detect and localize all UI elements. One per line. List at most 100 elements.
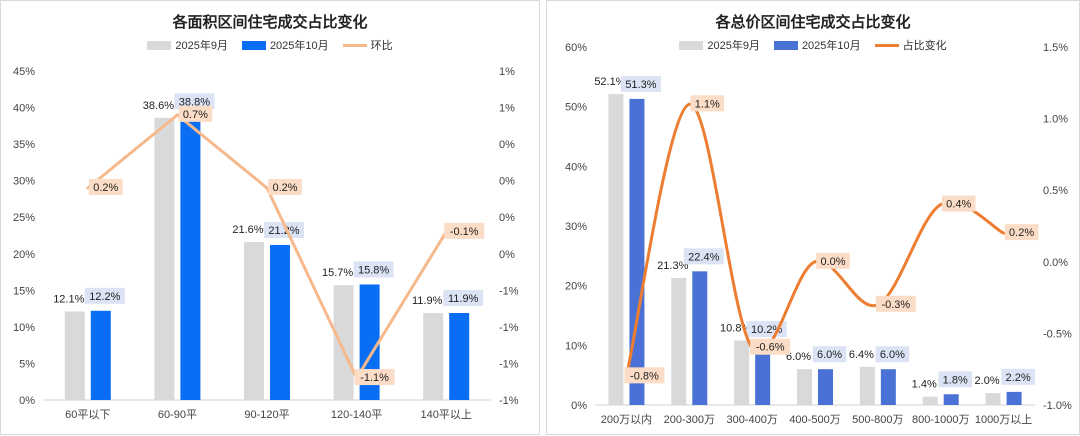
- x-tick-label: 1000万以上: [975, 413, 1032, 426]
- data-label-line: 1.1%: [695, 98, 720, 110]
- y-tick-left: 30%: [13, 176, 35, 188]
- y-tick-right: -1.0%: [1043, 400, 1072, 412]
- data-label-line-bg: [816, 252, 850, 269]
- line-point: [1002, 231, 1006, 235]
- y-tick-left: 40%: [565, 161, 587, 173]
- y-tick-left: 45%: [13, 66, 35, 78]
- y-tick-left: 40%: [13, 103, 35, 115]
- x-tick-label: 90-120平: [244, 409, 289, 421]
- y-tick-left: 60%: [565, 42, 587, 54]
- data-label-sep: 6.0%: [786, 351, 811, 363]
- data-label-sep: 1.4%: [912, 379, 937, 391]
- bar-oct: [1006, 391, 1022, 405]
- data-label-line: -0.8%: [630, 370, 659, 382]
- legend-swatch-gray: [147, 40, 172, 50]
- data-label-oct-bg: [84, 287, 125, 304]
- price-chart-svg: 0% 10% 20% 30% 40% 50% 60% -1.0% -0.5% 0.0% 0.5% 1.…: [565, 42, 1072, 426]
- legend: 2025年9月 2025年10月 环比: [1, 37, 539, 53]
- bar-oct: [629, 98, 645, 405]
- data-label-oct-bg: [1001, 368, 1035, 385]
- data-label-oct-bg: [938, 371, 973, 388]
- data-label-oct-bg: [353, 261, 394, 278]
- y-tick-left: 5%: [19, 358, 35, 370]
- y-tick-right: 0%: [499, 176, 515, 188]
- line-point: [939, 203, 943, 207]
- data-label-line: 0.2%: [1009, 227, 1034, 239]
- legend-swatch-line: [342, 43, 367, 47]
- data-label-oct-bg: [620, 75, 661, 92]
- legend-item-sep: 2025年9月: [147, 37, 228, 53]
- bar-sep: [154, 117, 175, 401]
- data-label-sep: 21.3%: [657, 260, 688, 272]
- series-line: [86, 113, 448, 380]
- y-tick-left: 20%: [13, 249, 35, 261]
- bar-sep: [333, 285, 354, 400]
- area-chart-svg: 0% 5% 10% 15% 20% 25% 30% 35% 40% 45% -1% -1% -1% -1%…: [13, 66, 519, 421]
- data-label-oct: 12.2%: [89, 291, 120, 303]
- data-label-line: 0.2%: [93, 182, 118, 194]
- bar-sep: [608, 94, 624, 406]
- data-label-sep: 2.0%: [975, 375, 1000, 387]
- bar-oct: [818, 369, 833, 405]
- bar-oct: [180, 116, 201, 400]
- y-tick-left: 15%: [13, 285, 35, 297]
- series-line: [624, 102, 1005, 377]
- bar-sep: [671, 277, 687, 405]
- legend-label: 占比变化: [902, 40, 947, 52]
- bar-sep: [244, 242, 264, 400]
- line-point: [175, 113, 179, 117]
- data-label-line-bg: [444, 222, 485, 239]
- y-tick-left: 50%: [565, 102, 587, 114]
- data-label-line: 0.4%: [946, 199, 971, 211]
- line-point: [265, 186, 269, 190]
- data-label-oct: 15.8%: [358, 264, 389, 276]
- legend-label: 2025年9月: [707, 40, 760, 52]
- data-label-oct-bg: [683, 248, 724, 265]
- price-chart-panel: 各总价区间住宅成交占比变化 2025年9月 2025年10月 占比变化 0% 10…: [546, 0, 1080, 435]
- legend-label: 2025年9月: [175, 40, 228, 52]
- y-tick-left: 35%: [13, 139, 35, 151]
- line-point: [687, 102, 691, 106]
- x-tick-label: 500-800万: [852, 414, 903, 426]
- legend-item-oct: 2025年10月: [241, 37, 329, 53]
- data-label-line: -1.1%: [360, 372, 389, 384]
- data-label-sep: 12.1%: [53, 294, 84, 306]
- x-tick-label: 400-500万: [789, 414, 840, 426]
- y-tick-right: -1%: [499, 395, 519, 407]
- bar-oct: [943, 394, 959, 405]
- y-tick-right: 0.0%: [1043, 257, 1068, 269]
- bar-sep: [734, 340, 750, 405]
- y-tick-left: 10%: [565, 340, 587, 352]
- data-label-oct: 22.4%: [688, 251, 719, 263]
- y-tick-right: 0%: [499, 212, 515, 224]
- data-label-line-bg: [178, 105, 213, 122]
- x-tick-label: 120-140平: [331, 409, 382, 421]
- data-label-sep: 11.9%: [412, 295, 443, 307]
- legend: 2025年9月 2025年10月 占比变化: [547, 37, 1079, 53]
- data-label-sep: 6.4%: [849, 349, 874, 361]
- y-tick-left: 0%: [19, 395, 35, 407]
- data-label-oct: 6.0%: [880, 349, 905, 361]
- bar-oct: [270, 245, 290, 400]
- legend-item-mom: 环比: [342, 37, 393, 53]
- data-label-sep: 15.7%: [322, 267, 353, 279]
- chart-title: 各总价区间住宅成交占比变化: [715, 14, 911, 31]
- data-label-oct: 1.8%: [943, 374, 968, 386]
- data-label-oct: 38.8%: [179, 96, 210, 108]
- data-label-line-bg: [354, 369, 395, 386]
- legend-swatch-gray: [679, 40, 704, 50]
- data-label-line-bg: [941, 195, 976, 212]
- y-tick-left: 10%: [13, 322, 35, 334]
- data-label-line-bg: [875, 295, 916, 312]
- data-label-sep: 21.6%: [232, 224, 263, 236]
- data-label-line-bg: [1004, 224, 1039, 241]
- x-tick-label: 200-300万: [664, 414, 715, 426]
- data-label-oct: 51.3%: [625, 79, 656, 91]
- bar-oct: [692, 271, 708, 405]
- legend-item-sep: 2025年9月: [679, 37, 760, 53]
- x-tick-label: 300-400万: [726, 414, 777, 426]
- data-label-sep: 38.6%: [143, 100, 174, 112]
- y-tick-right: -1%: [499, 358, 519, 370]
- data-label-line: -0.6%: [756, 342, 785, 354]
- x-tick-label: 140平以上: [421, 408, 472, 421]
